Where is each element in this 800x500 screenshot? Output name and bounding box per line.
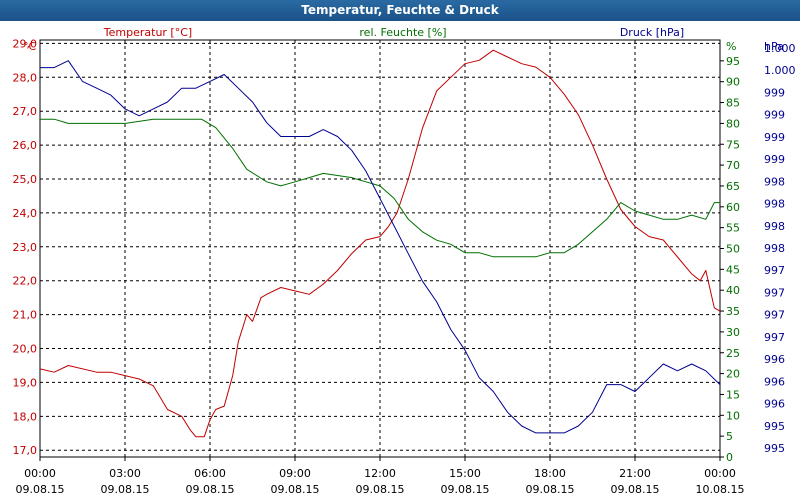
temperature-tick-label: 24,0 <box>13 207 38 220</box>
pressure-tick-label: 999 <box>764 131 785 144</box>
temperature-tick-label: 22,0 <box>13 275 38 288</box>
pressure-unit-label: hPa <box>764 40 784 53</box>
series-line-humidity <box>40 118 720 258</box>
temperature-tick-label: 23,0 <box>13 241 38 254</box>
x-tick-label-time: 18:00 <box>534 467 566 480</box>
pressure-tick-label: 998 <box>764 220 785 233</box>
window-title: Temperatur, Feuchte & Druck <box>0 0 800 21</box>
x-tick-label-date: 09.08.15 <box>16 483 65 496</box>
humidity-tick-label: 35 <box>726 305 740 318</box>
humidity-tick-label: 25 <box>726 347 740 360</box>
x-tick-label-date: 09.08.15 <box>271 483 320 496</box>
series-line-temperature <box>39 49 721 438</box>
pressure-tick-label: 999 <box>764 109 785 122</box>
pressure-tick-label: 1.000 <box>764 42 796 55</box>
pressure-tick-label: 995 <box>764 420 785 433</box>
temperature-tick-label: 17,0 <box>13 444 38 457</box>
x-tick-label-time: 21:00 <box>619 467 651 480</box>
pressure-tick-label: 997 <box>764 264 785 277</box>
temperature-tick-label: 25,0 <box>13 173 38 186</box>
chart: 00:00 09.08.15 03:00 09.08.15 06:00 09.08.15 0… <box>13 26 796 496</box>
x-tick-label-date: 09.08.15 <box>526 483 575 496</box>
temperature-tick-label: 26,0 <box>13 139 38 152</box>
humidity-tick-label: 95 <box>726 55 740 68</box>
temperature-tick-label: 29,0 <box>13 37 38 50</box>
pressure-tick-label: 996 <box>764 375 785 388</box>
x-tick-label-date: 09.08.15 <box>186 483 235 496</box>
pressure-tick-label: 996 <box>764 398 785 411</box>
humidity-tick-label: 10 <box>726 409 740 422</box>
humidity-tick-label: 5 <box>726 430 733 443</box>
pressure-tick-label: 998 <box>764 242 785 255</box>
temperature-tick-label: 19,0 <box>13 376 38 389</box>
humidity-tick-label: 20 <box>726 368 740 381</box>
x-tick-label-date: 09.08.15 <box>441 483 490 496</box>
humidity-tick-label: 40 <box>726 284 740 297</box>
pressure-tick-label: 1.000 <box>764 64 796 77</box>
x-tick-label-time: 06:00 <box>194 467 226 480</box>
humidity-tick-label: 85 <box>726 97 740 110</box>
axes: 00:00 09.08.15 03:00 09.08.15 06:00 09.08.15 0… <box>13 26 796 496</box>
temperature-unit-label: °C <box>23 40 37 53</box>
humidity-tick-label: 75 <box>726 138 740 151</box>
x-tick-label-time: 00:00 <box>704 467 736 480</box>
x-tick-label-time: 09:00 <box>279 467 311 480</box>
temperature-tick-label: 21,0 <box>13 309 38 322</box>
humidity-tick-label: 0 <box>726 451 733 464</box>
x-tick-label-time: 03:00 <box>109 467 141 480</box>
pressure-tick-label: 999 <box>764 153 785 166</box>
pressure-tick-label: 998 <box>764 175 785 188</box>
pressure-tick-label: 997 <box>764 286 785 299</box>
x-tick-label-time: 12:00 <box>364 467 396 480</box>
series-lines <box>39 49 721 438</box>
pressure-tick-label: 999 <box>764 86 785 99</box>
x-tick-label-date: 09.08.15 <box>356 483 405 496</box>
pressure-axis-title: Druck [hPa] <box>620 26 684 39</box>
grid <box>40 40 720 457</box>
humidity-tick-label: 65 <box>726 180 740 193</box>
humidity-tick-label: 55 <box>726 222 740 235</box>
temperature-axis-title: Temperatur [°C] <box>103 26 192 39</box>
temperature-tick-label: 18,0 <box>13 410 38 423</box>
x-tick-label-date: 09.08.15 <box>611 483 660 496</box>
temperature-tick-label: 28,0 <box>13 71 38 84</box>
x-tick-label-time: 15:00 <box>449 467 481 480</box>
humidity-tick-label: 30 <box>726 326 740 339</box>
humidity-tick-label: 15 <box>726 388 740 401</box>
pressure-tick-label: 998 <box>764 198 785 211</box>
x-tick-label-date: 10.08.15 <box>696 483 745 496</box>
pressure-tick-label: 997 <box>764 331 785 344</box>
humidity-tick-label: 90 <box>726 76 740 89</box>
x-tick-label-time: 00:00 <box>24 467 56 480</box>
pressure-tick-label: 996 <box>764 353 785 366</box>
temperature-tick-label: 20,0 <box>13 343 38 356</box>
temperature-tick-label: 27,0 <box>13 105 38 118</box>
x-tick-label-date: 09.08.15 <box>101 483 150 496</box>
humidity-tick-label: 60 <box>726 201 740 214</box>
humidity-tick-label: 50 <box>726 243 740 256</box>
pressure-tick-label: 995 <box>764 442 785 455</box>
humidity-axis-title: rel. Feuchte [%] <box>359 26 446 39</box>
humidity-unit-label: % <box>726 40 736 53</box>
humidity-tick-label: 80 <box>726 117 740 130</box>
series-line-pressure <box>40 60 721 434</box>
humidity-tick-label: 70 <box>726 159 740 172</box>
humidity-tick-label: 45 <box>726 263 740 276</box>
pressure-tick-label: 997 <box>764 309 785 322</box>
